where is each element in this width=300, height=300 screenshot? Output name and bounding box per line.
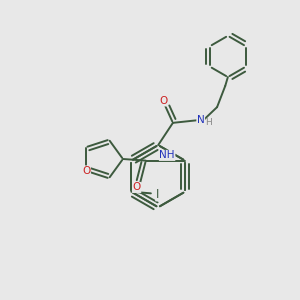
Text: NH: NH: [159, 150, 175, 161]
Text: I: I: [156, 188, 159, 201]
Text: N: N: [197, 115, 205, 124]
Text: H: H: [205, 118, 211, 127]
Text: O: O: [82, 166, 90, 176]
Text: O: O: [82, 166, 90, 176]
Text: O: O: [159, 96, 167, 106]
Text: O: O: [133, 182, 141, 193]
